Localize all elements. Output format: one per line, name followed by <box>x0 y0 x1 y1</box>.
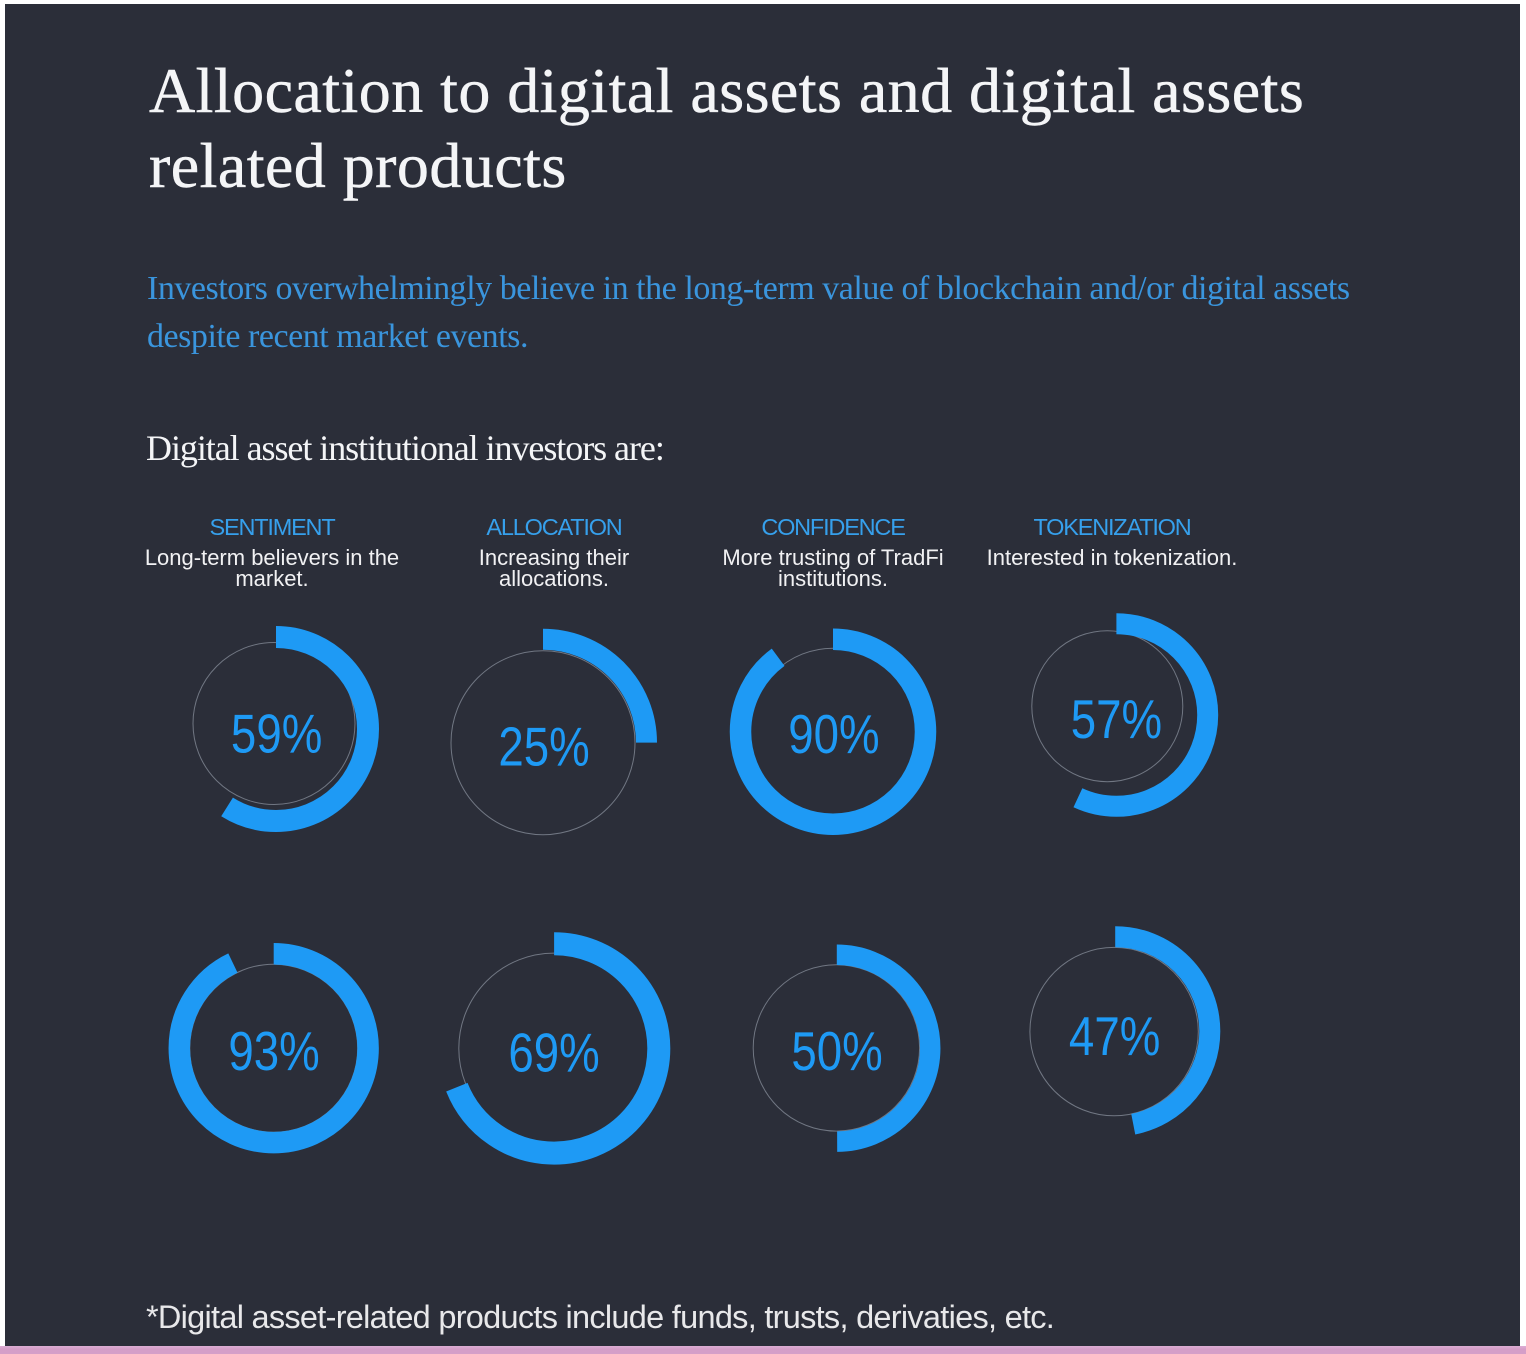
svg-text:57%: 57% <box>1071 688 1162 750</box>
svg-text:69%: 69% <box>508 1022 599 1084</box>
svg-text:59%: 59% <box>231 702 322 764</box>
svg-text:90%: 90% <box>788 703 879 765</box>
svg-text:47%: 47% <box>1069 1005 1160 1067</box>
svg-text:93%: 93% <box>228 1020 319 1082</box>
svg-text:50%: 50% <box>791 1020 882 1082</box>
svg-text:25%: 25% <box>498 715 589 777</box>
